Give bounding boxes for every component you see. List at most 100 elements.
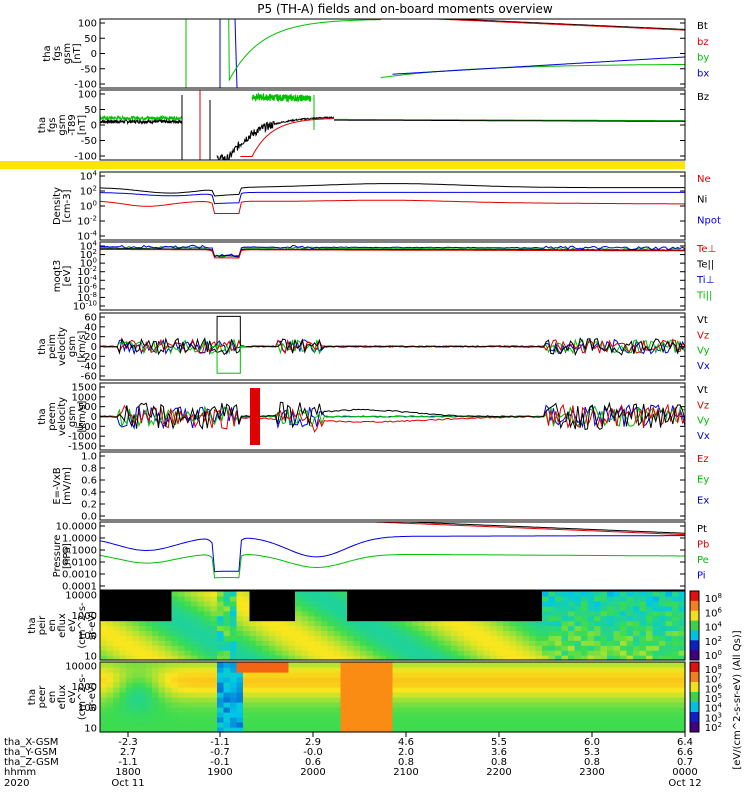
heatmap-cell xyxy=(535,662,543,668)
heatmap-cell xyxy=(600,645,608,651)
heatmap-cell xyxy=(652,610,660,617)
heatmap-cell xyxy=(646,722,654,728)
heatmap-cell xyxy=(600,630,608,636)
heatmap-cell xyxy=(535,707,543,713)
x-tick-label-x: 6.0 xyxy=(584,737,600,748)
heatmap-cell xyxy=(548,591,556,597)
legend-entry: Vz xyxy=(697,400,709,411)
heatmap-cell xyxy=(613,687,621,693)
heatmap-cell xyxy=(672,620,680,627)
heatmap-cell xyxy=(269,697,277,703)
heatmap-cell xyxy=(535,610,543,617)
heatmap-cell xyxy=(165,727,173,733)
heatmap-cell xyxy=(262,692,270,698)
heatmap-cell xyxy=(672,645,680,651)
heatmap-cell xyxy=(652,655,660,661)
y-tick-label: 20 xyxy=(84,332,97,343)
heatmap-cell xyxy=(529,625,537,632)
heatmap-cell xyxy=(568,650,576,656)
y-axis-label: en xyxy=(47,691,58,704)
heatmap-cell xyxy=(600,717,608,723)
heatmap-cell xyxy=(412,662,420,668)
heatmap-cell xyxy=(152,722,160,728)
heatmap-cell xyxy=(555,717,563,723)
heatmap-cell xyxy=(646,630,654,636)
heatmap-cell xyxy=(327,687,335,693)
heatmap-cell xyxy=(522,640,530,646)
heatmap-cell xyxy=(321,610,329,617)
heatmap-cell xyxy=(269,640,277,646)
heatmap-cell xyxy=(568,667,576,673)
heatmap-cell xyxy=(659,677,667,683)
heatmap-cell xyxy=(340,620,348,627)
heatmap-cell xyxy=(477,595,485,602)
heatmap-cell xyxy=(594,727,602,733)
heatmap-cell xyxy=(301,717,309,723)
heatmap-cell xyxy=(282,702,290,708)
heatmap-cell xyxy=(379,605,387,612)
heatmap-cell xyxy=(152,620,160,627)
heatmap-cell xyxy=(152,662,160,668)
heatmap-cell xyxy=(184,697,192,703)
heatmap-cell xyxy=(145,697,153,703)
heatmap-cell xyxy=(165,620,173,627)
heatmap-cell xyxy=(587,722,595,728)
heatmap-cell xyxy=(587,667,595,673)
heatmap-cell xyxy=(347,717,355,723)
y-tick-label: 1.0 xyxy=(81,452,97,463)
heatmap-cell xyxy=(399,610,407,617)
heatmap-cell xyxy=(366,682,374,688)
heatmap-cell xyxy=(607,687,615,693)
heatmap-cell xyxy=(223,625,231,632)
heatmap-cell xyxy=(444,722,452,728)
heatmap-cell xyxy=(659,687,667,693)
heatmap-cell xyxy=(308,615,316,622)
y-tick-label: -500 xyxy=(74,422,97,433)
heatmap-cell xyxy=(522,672,530,678)
heatmap-cell xyxy=(243,640,251,646)
heatmap-cell xyxy=(633,697,641,703)
heatmap-cell xyxy=(464,667,472,673)
heatmap-cell xyxy=(438,692,446,698)
heatmap-cell xyxy=(243,707,251,713)
heatmap-cell xyxy=(366,655,374,661)
heatmap-cell xyxy=(438,662,446,668)
heatmap-cell xyxy=(509,662,517,668)
heatmap-cell xyxy=(295,672,303,678)
heatmap-cell xyxy=(282,692,290,698)
heatmap-cell xyxy=(165,595,173,602)
heatmap-cell xyxy=(587,717,595,723)
heatmap-cell xyxy=(600,625,608,632)
heatmap-cell xyxy=(145,615,153,622)
heatmap-cell xyxy=(340,707,348,713)
heatmap-cell xyxy=(152,697,160,703)
heatmap-cell xyxy=(529,697,537,703)
heatmap-cell xyxy=(418,662,426,668)
heatmap-cell xyxy=(542,635,550,641)
heatmap-cell xyxy=(607,615,615,622)
heatmap-cell xyxy=(639,672,647,678)
heatmap-cell xyxy=(431,687,439,693)
y-axis-label: E=-VxB xyxy=(52,467,63,504)
heatmap-cell xyxy=(373,605,381,612)
heatmap-cell xyxy=(113,727,121,733)
heatmap-cell xyxy=(282,630,290,636)
heatmap-cell xyxy=(158,692,166,698)
heatmap-cell xyxy=(639,630,647,636)
heatmap-cell xyxy=(464,625,472,632)
heatmap-cell xyxy=(204,672,212,678)
heatmap-cell xyxy=(529,672,537,678)
heatmap-cell xyxy=(282,682,290,688)
heatmap-cell xyxy=(113,677,121,683)
heatmap-cell xyxy=(587,702,595,708)
heatmap-cell xyxy=(327,727,335,733)
heatmap-cell xyxy=(542,722,550,728)
heatmap-cell xyxy=(613,640,621,646)
heatmap-cell xyxy=(503,727,511,733)
heatmap-cell xyxy=(509,645,517,651)
heatmap-cell xyxy=(418,727,426,733)
heatmap-cell xyxy=(197,727,205,733)
heatmap-cell xyxy=(152,717,160,723)
heatmap-cell xyxy=(321,645,329,651)
